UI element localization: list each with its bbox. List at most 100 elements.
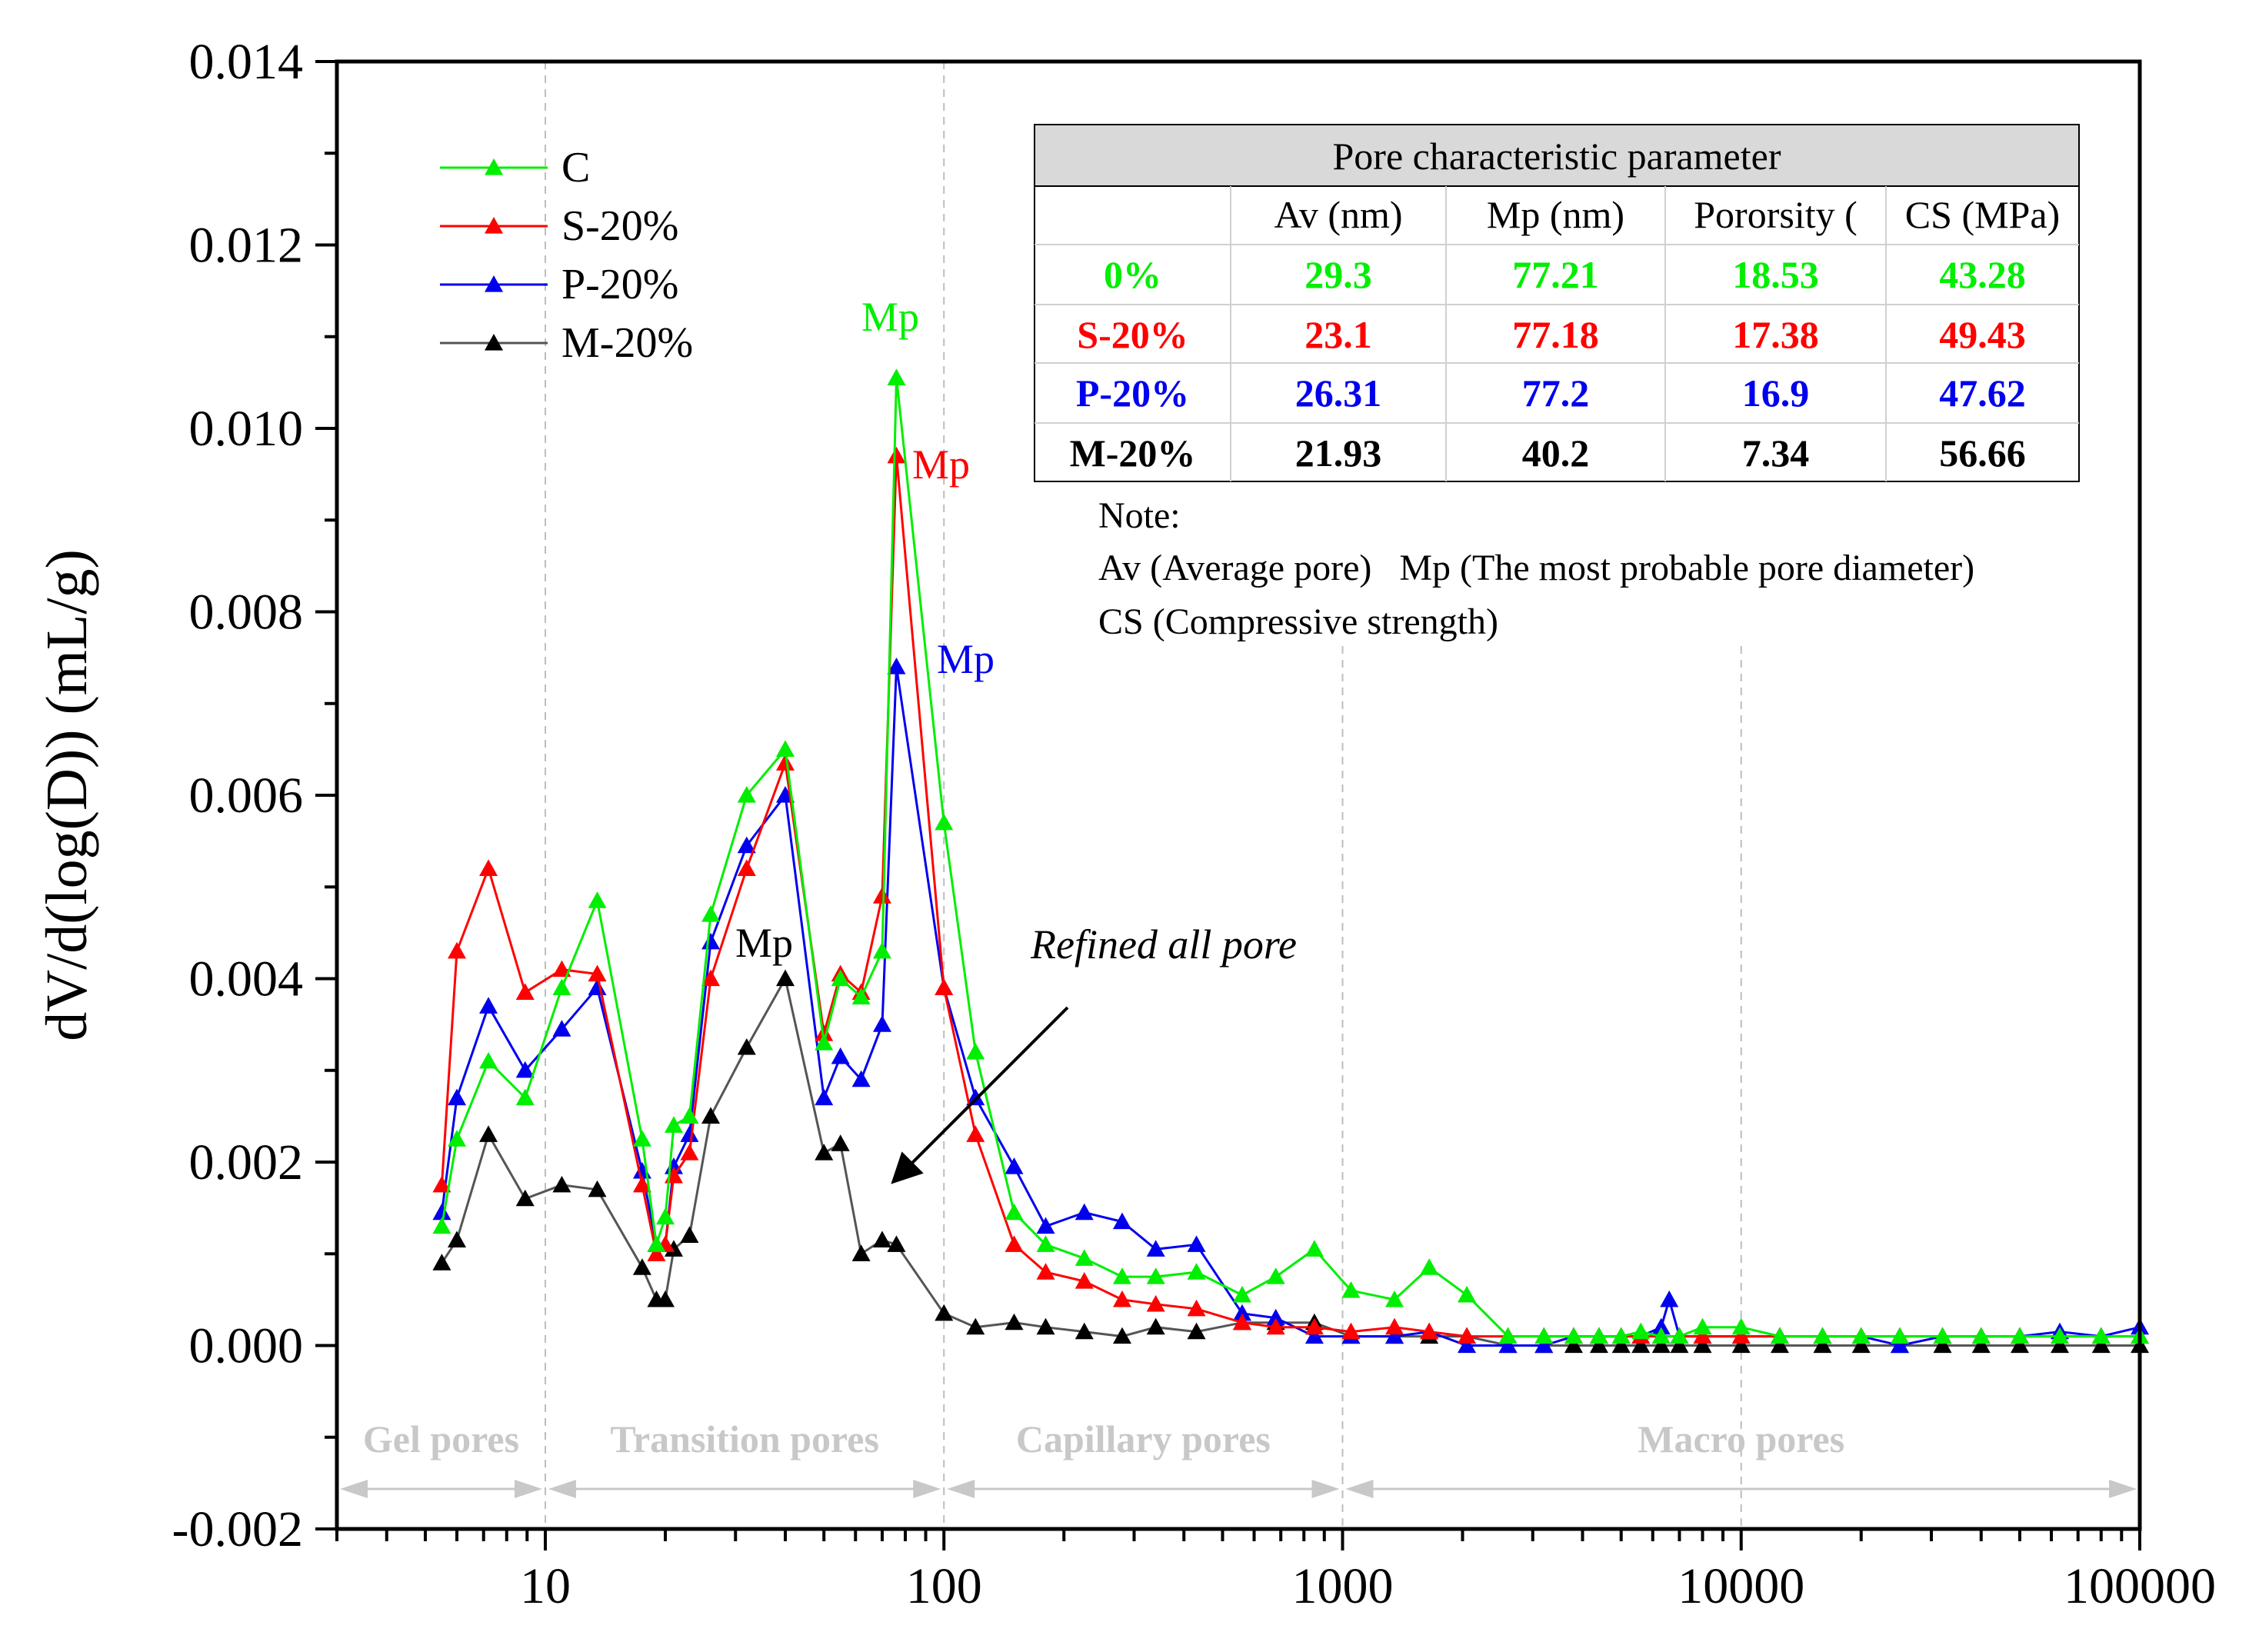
data-point: [966, 1042, 985, 1060]
data-point: [701, 1107, 721, 1124]
data-point: [872, 941, 891, 959]
data-point: [1075, 1249, 1094, 1266]
data-point: [1112, 1212, 1131, 1230]
data-point: [701, 969, 721, 987]
data-point: [1341, 1281, 1361, 1298]
data-point: [831, 1134, 850, 1151]
data-point: [1564, 1327, 1583, 1344]
region-arrow-head: [913, 1480, 941, 1498]
data-point: [1187, 1322, 1206, 1340]
data-point: [815, 1144, 834, 1161]
y-tick-label: -0.002: [172, 1501, 303, 1557]
data-point: [2010, 1327, 2029, 1344]
data-point: [1670, 1336, 1689, 1354]
data-point: [1693, 1317, 1712, 1335]
data-point: [1611, 1327, 1631, 1344]
data-point: [1971, 1336, 1991, 1354]
data-point: [1146, 1294, 1165, 1312]
legend-label: M-20%: [561, 319, 693, 367]
data-point: [1813, 1327, 1832, 1344]
annotation-text: Refined all pore: [1030, 921, 1297, 968]
data-point: [1770, 1336, 1789, 1354]
legend-item: P-20%: [440, 261, 678, 308]
region-arrow-head: [514, 1480, 542, 1498]
legend-item: C: [440, 144, 590, 192]
table-cell: 17.38: [1732, 313, 1819, 356]
data-point: [737, 836, 756, 854]
data-point: [1731, 1317, 1751, 1335]
data-point: [680, 1226, 699, 1243]
data-point: [776, 754, 795, 771]
data-point: [432, 1217, 451, 1234]
table-row-label: S-20%: [1077, 313, 1188, 356]
data-point: [1420, 1322, 1439, 1340]
data-point: [1631, 1322, 1651, 1340]
y-tick-label: 0.006: [189, 768, 304, 824]
data-point: [1420, 1258, 1439, 1275]
data-point: [1670, 1327, 1689, 1344]
data-point: [680, 1125, 699, 1142]
data-point: [552, 978, 571, 996]
legend-item: S-20%: [440, 202, 678, 250]
data-point: [448, 1231, 467, 1247]
data-point: [737, 786, 756, 803]
data-point: [776, 969, 795, 987]
data-point: [1232, 1285, 1251, 1303]
data-point: [1458, 1285, 1477, 1303]
data-point: [588, 891, 607, 908]
region-arrow-head: [548, 1480, 576, 1498]
data-point: [935, 978, 954, 996]
table-cell: 26.31: [1295, 371, 1382, 415]
legend-label: C: [561, 144, 590, 192]
data-point: [1851, 1336, 1871, 1354]
table-cell: 18.53: [1732, 253, 1819, 296]
table-row-label: 0%: [1104, 253, 1161, 296]
data-point: [887, 658, 906, 674]
parameter-table: Pore characteristic parameter Av (nm) Mp …: [1034, 124, 2080, 482]
data-point: [1693, 1336, 1712, 1354]
mp-label-c: Mp: [861, 294, 919, 340]
region-label: Gel pores: [363, 1417, 519, 1460]
data-point: [1534, 1327, 1554, 1344]
data-point: [1770, 1327, 1789, 1344]
data-point: [872, 1015, 891, 1032]
data-point: [664, 1116, 683, 1133]
legend-label: P-20%: [561, 261, 678, 308]
mp-label-m20: Mp: [735, 920, 793, 966]
table-cells: Av (nm) Mp (nm) Pororsity (CS (MPa) 0% 29.3 7…: [1070, 193, 2061, 475]
data-point: [1589, 1327, 1608, 1344]
data-point: [680, 1144, 699, 1161]
data-point: [1651, 1317, 1671, 1335]
y-tick-label: 0.012: [189, 218, 304, 274]
note-line-2: CS (Compressive strength): [1098, 601, 1498, 642]
series-p-20-: [432, 658, 2149, 1354]
data-point: [887, 446, 906, 464]
data-point: [872, 887, 891, 904]
table-header-cell: CS (MPa): [1905, 193, 2060, 236]
data-point: [815, 1024, 834, 1041]
data-point: [632, 1258, 651, 1275]
data-point: [935, 1304, 954, 1321]
table-title-bg: [1034, 124, 2080, 187]
data-point: [1232, 1304, 1251, 1321]
series-c: [432, 368, 2149, 1344]
data-point: [432, 1175, 451, 1193]
data-point: [1146, 1317, 1165, 1335]
data-point: [632, 1175, 651, 1193]
series-layer: [432, 368, 2149, 1354]
table-cell: 77.21: [1512, 253, 1599, 296]
data-point: [1813, 1336, 1832, 1354]
legend-item: M-20%: [440, 319, 693, 367]
y-tick-label: 0.004: [189, 951, 304, 1008]
data-point: [1731, 1327, 1751, 1344]
data-point: [1498, 1327, 1518, 1344]
data-point: [1731, 1336, 1751, 1354]
data-point: [479, 1051, 498, 1069]
data-point: [1036, 1217, 1055, 1234]
data-point: [1075, 1272, 1094, 1289]
data-point: [664, 1240, 683, 1257]
data-point: [701, 905, 721, 922]
notes: Note: Av (Average pore) Mp (The most pro…: [1098, 495, 1974, 642]
data-point: [1112, 1290, 1131, 1307]
